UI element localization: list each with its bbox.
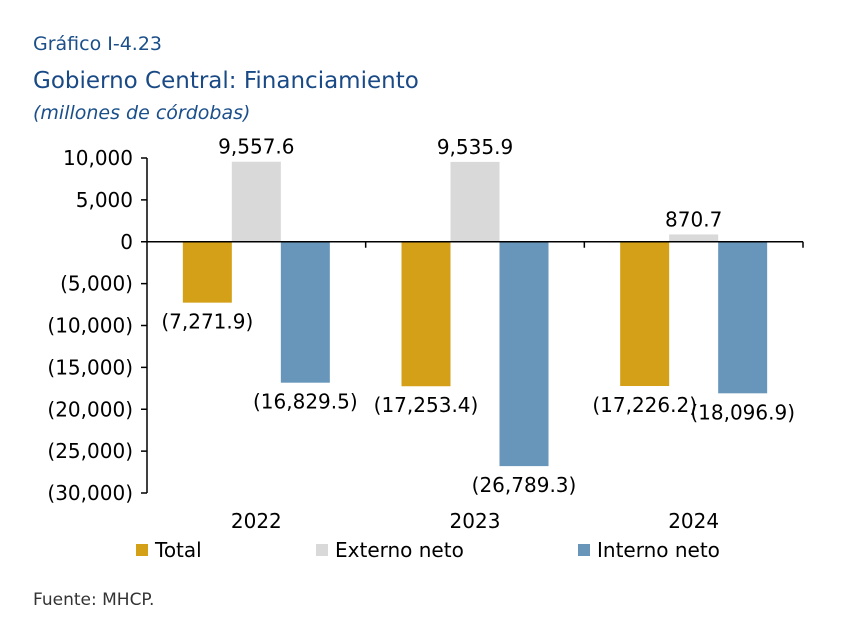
bar: [401, 241, 451, 387]
legend-label-interno: Interno neto: [597, 538, 720, 562]
bar: [450, 161, 500, 242]
chart-title: Gobierno Central: Financiamiento: [33, 68, 419, 94]
bar: [669, 234, 719, 242]
bar: [231, 161, 281, 242]
data-label: (18,096.9): [690, 400, 795, 424]
x-tick-label: 2024: [668, 509, 719, 533]
y-tick-label: (5,000): [60, 272, 133, 296]
x-tick-label: 2023: [450, 509, 501, 533]
legend-item-total: Total: [136, 538, 202, 562]
data-label: 9,535.9: [437, 135, 513, 159]
data-label: (16,829.5): [253, 390, 358, 414]
legend-item-interno: Interno neto: [578, 538, 720, 562]
legend-swatch-total: [136, 544, 148, 556]
data-label: (26,789.3): [472, 473, 577, 497]
y-tick-label: 0: [120, 230, 133, 254]
y-tick-label: (25,000): [47, 439, 133, 463]
bar: [620, 241, 670, 387]
data-label: 870.7: [665, 207, 722, 231]
bar: [499, 241, 549, 467]
chart-units: (millones de córdobas): [33, 102, 251, 124]
legend-swatch-interno: [578, 544, 590, 556]
bar-chart: 10,000 5,000 0 (5,000) (10,000) (15,000) (20,0…: [47, 135, 804, 533]
data-label: (17,226.2): [592, 393, 697, 417]
legend-swatch-externo: [316, 544, 328, 556]
source-note: Fuente: MHCP.: [33, 590, 155, 610]
bar: [280, 241, 330, 383]
y-tick-label: 10,000: [63, 146, 133, 170]
legend-label-total: Total: [155, 538, 202, 562]
data-label: (7,271.9): [161, 310, 253, 334]
x-tick-label: 2022: [231, 509, 282, 533]
y-tick-label: (10,000): [47, 314, 133, 338]
y-tick-label: (30,000): [47, 481, 133, 505]
y-tick-label: (15,000): [47, 355, 133, 379]
chart-kicker: Gráfico I-4.23: [33, 33, 163, 55]
data-label: 9,557.6: [218, 135, 294, 159]
bar: [182, 241, 232, 303]
bar: [718, 241, 768, 394]
data-label: (17,253.4): [374, 393, 479, 417]
legend-label-externo: Externo neto: [335, 538, 464, 562]
legend-item-externo: Externo neto: [316, 538, 464, 562]
y-tick-label: 5,000: [76, 188, 133, 212]
y-tick-label: (20,000): [47, 397, 133, 421]
